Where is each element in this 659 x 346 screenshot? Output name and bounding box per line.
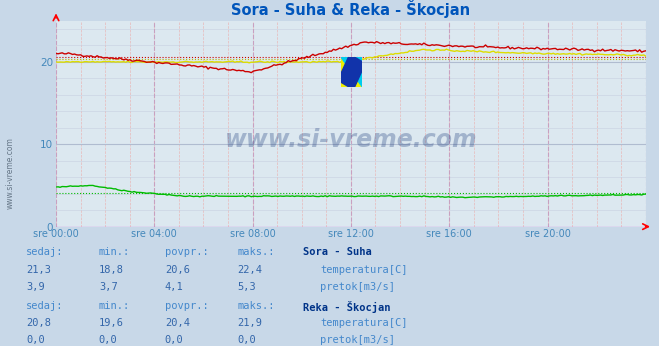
Text: 4,1: 4,1 [165, 282, 183, 292]
Text: temperatura[C]: temperatura[C] [320, 265, 408, 275]
Text: 19,6: 19,6 [99, 318, 124, 328]
Text: povpr.:: povpr.: [165, 301, 208, 311]
Text: 20,8: 20,8 [26, 318, 51, 328]
Text: 18,8: 18,8 [99, 265, 124, 275]
Text: 22,4: 22,4 [237, 265, 262, 275]
Title: Sora - Suha & Reka - Škocjan: Sora - Suha & Reka - Škocjan [231, 0, 471, 18]
Text: povpr.:: povpr.: [165, 247, 208, 257]
Text: 0,0: 0,0 [165, 335, 183, 345]
Text: Sora - Suha: Sora - Suha [303, 247, 372, 257]
Text: 5,3: 5,3 [237, 282, 256, 292]
Text: 21,3: 21,3 [26, 265, 51, 275]
Text: www.si-vreme.com: www.si-vreme.com [225, 128, 477, 152]
Polygon shape [341, 57, 362, 86]
Text: sedaj:: sedaj: [26, 301, 64, 311]
Text: 21,9: 21,9 [237, 318, 262, 328]
Text: maks.:: maks.: [237, 301, 275, 311]
Text: 3,7: 3,7 [99, 282, 117, 292]
Text: min.:: min.: [99, 247, 130, 257]
Text: 0,0: 0,0 [26, 335, 45, 345]
Text: 0,0: 0,0 [237, 335, 256, 345]
Text: 0,0: 0,0 [99, 335, 117, 345]
Text: www.si-vreme.com: www.si-vreme.com [5, 137, 14, 209]
Polygon shape [341, 57, 362, 86]
Polygon shape [341, 57, 362, 86]
Text: 20,6: 20,6 [165, 265, 190, 275]
Text: sedaj:: sedaj: [26, 247, 64, 257]
Text: pretok[m3/s]: pretok[m3/s] [320, 282, 395, 292]
Text: maks.:: maks.: [237, 247, 275, 257]
Text: 3,9: 3,9 [26, 282, 45, 292]
Text: pretok[m3/s]: pretok[m3/s] [320, 335, 395, 345]
Text: 20,4: 20,4 [165, 318, 190, 328]
Text: temperatura[C]: temperatura[C] [320, 318, 408, 328]
Text: Reka - Škocjan: Reka - Škocjan [303, 301, 391, 313]
Text: min.:: min.: [99, 301, 130, 311]
